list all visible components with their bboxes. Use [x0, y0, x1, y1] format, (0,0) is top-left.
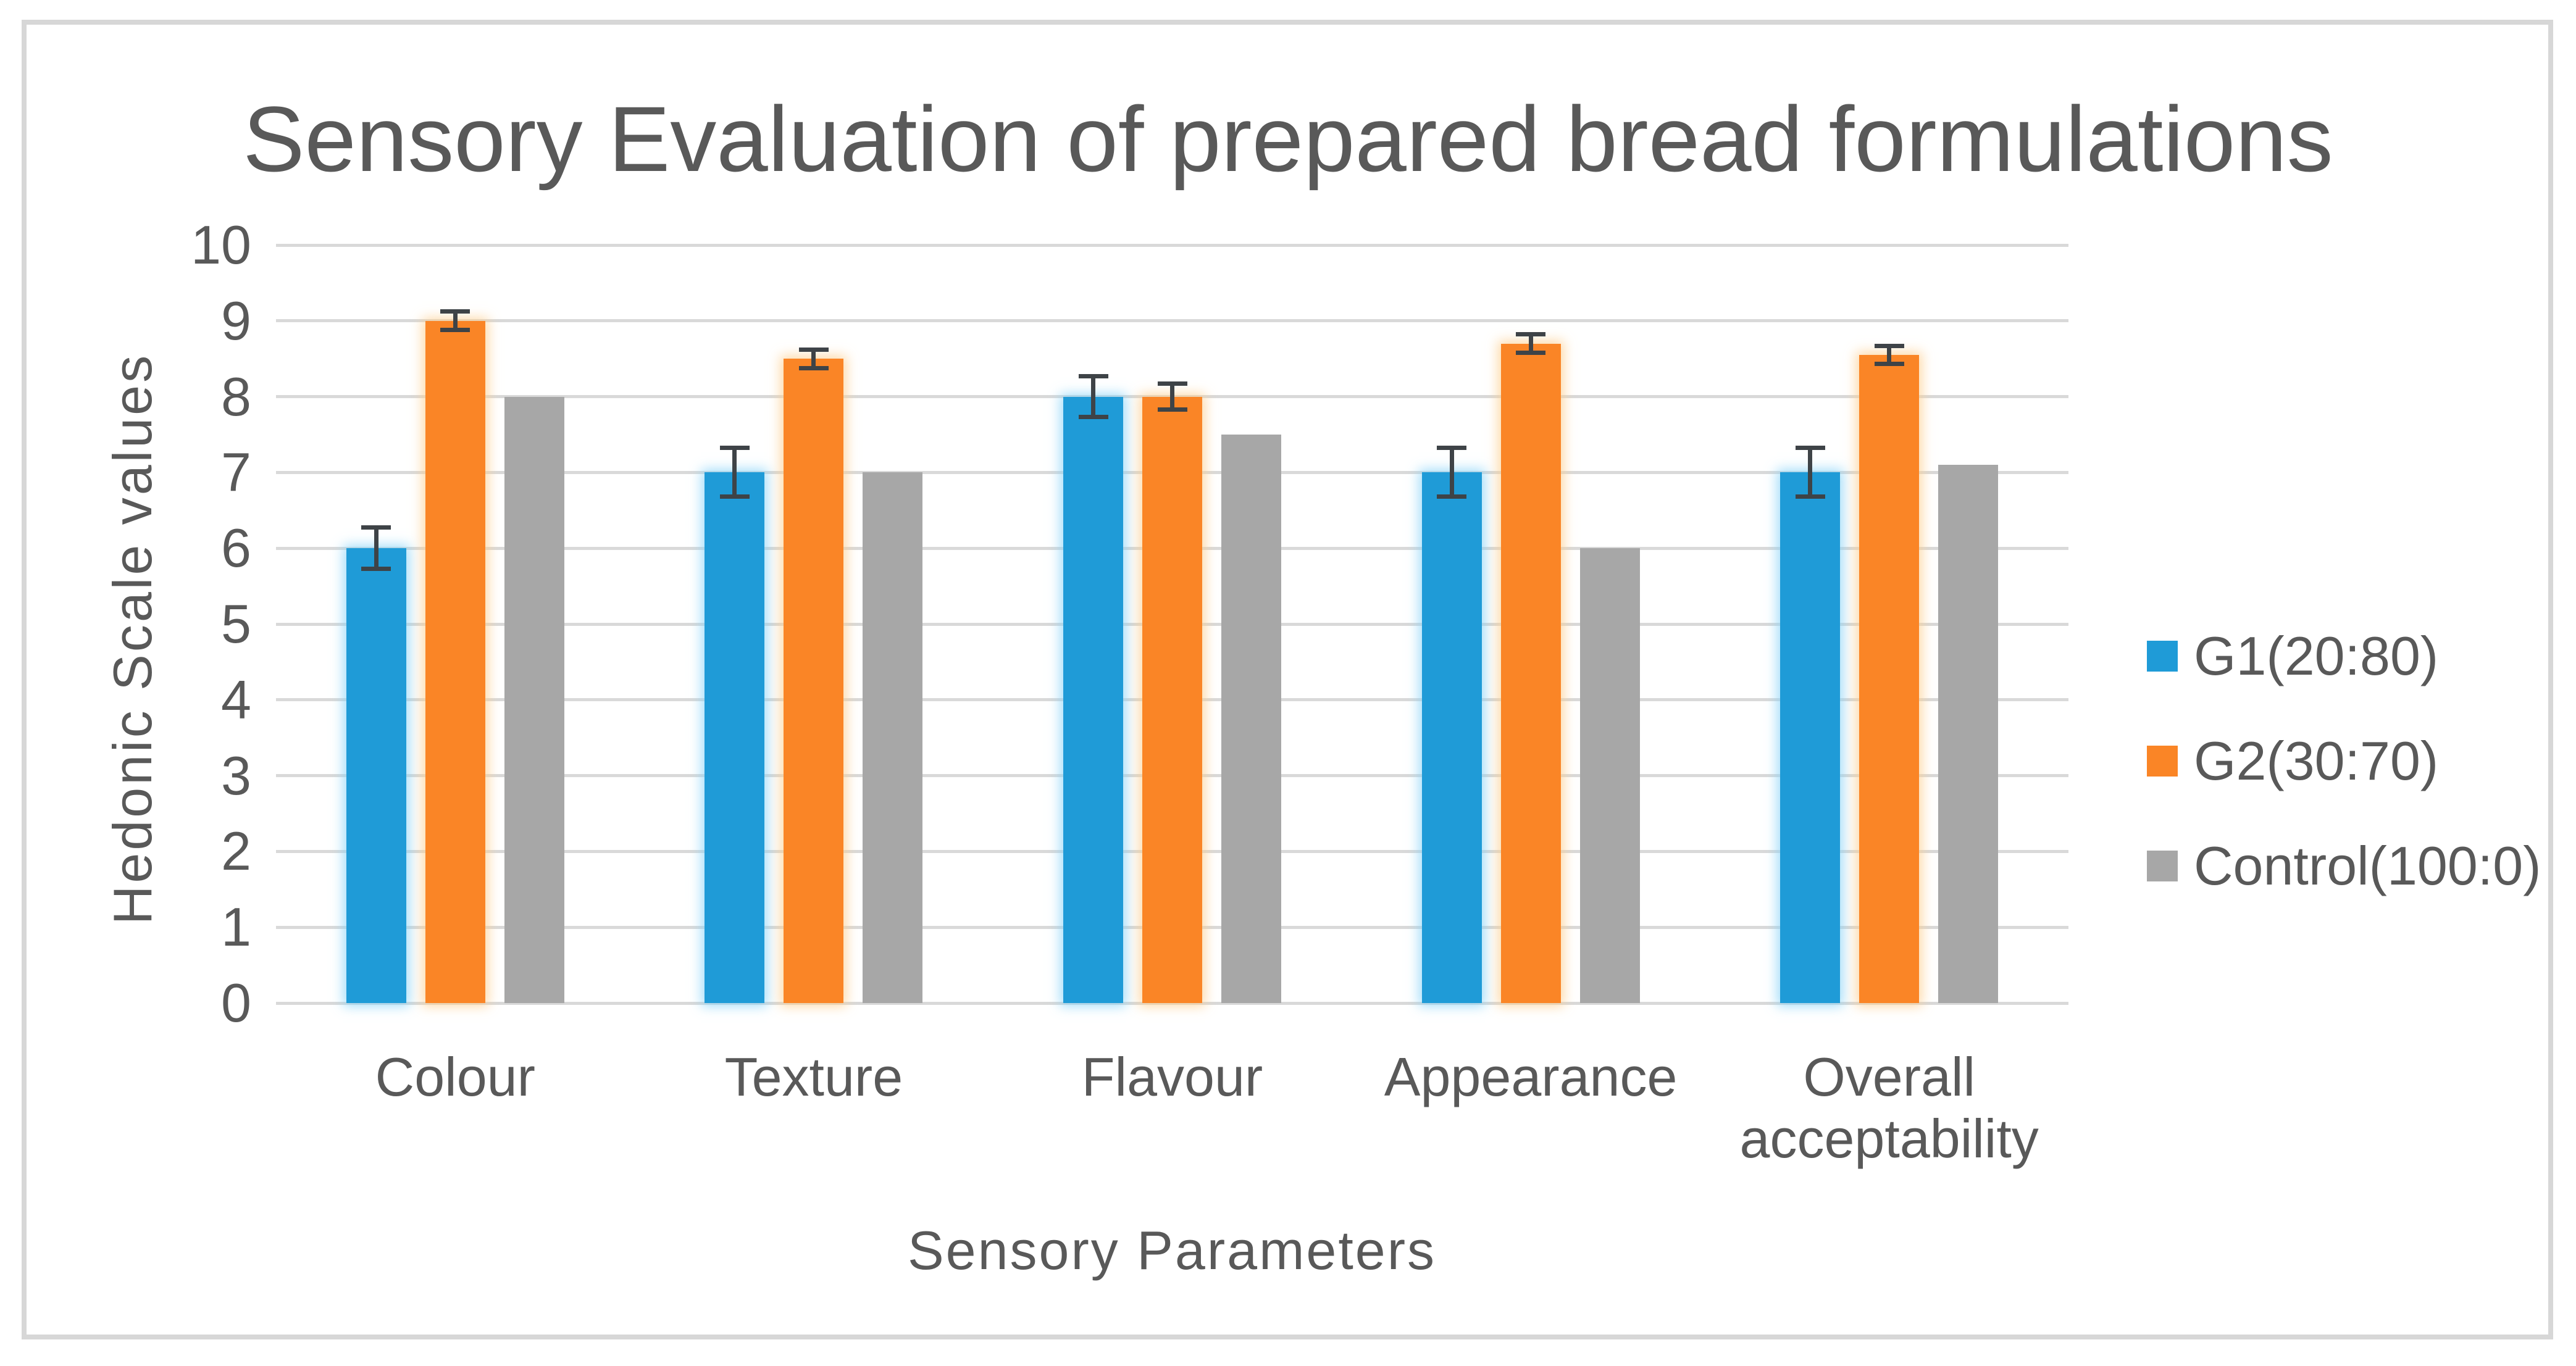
error-bar-line — [1808, 446, 1813, 499]
error-bar-line — [1528, 332, 1533, 356]
error-bar-cap-top — [1437, 446, 1467, 451]
legend-item-g1: G1(20:80) — [2147, 625, 2438, 687]
error-bar-g1-texture — [719, 446, 750, 499]
y-tick-label-3: 3 — [221, 744, 251, 806]
error-bar-cap-top — [719, 446, 750, 451]
bar-g2-appearance — [1500, 343, 1561, 1003]
legend-item-control: Control(100:0) — [2147, 835, 2541, 897]
gridline-y-10 — [276, 243, 2068, 247]
gridline-y-9 — [276, 319, 2068, 323]
error-bar-g1-appearance — [1437, 446, 1467, 499]
error-bar-cap-top — [798, 347, 829, 352]
legend-label: G2(30:70) — [2194, 730, 2439, 791]
bar-g2-texture — [784, 359, 844, 1003]
error-bar-g2-overall-acceptability — [1874, 343, 1904, 367]
bar-control-colour — [504, 396, 564, 1003]
x-category-label-flavour: Flavour — [1081, 1046, 1263, 1107]
error-bar-cap-top — [440, 309, 470, 314]
legend-swatch-icon — [2147, 641, 2178, 672]
bar-g2-overall-acceptability — [1859, 355, 1920, 1003]
error-bar-line — [1091, 373, 1095, 420]
error-bar-cap-top — [1157, 381, 1187, 386]
bar-g2-colour — [425, 320, 485, 1003]
bar-control-texture — [863, 472, 923, 1003]
error-bar-cap-top — [1078, 373, 1108, 378]
error-bar-cap-bottom — [1874, 362, 1904, 367]
bar-g1-appearance — [1421, 472, 1482, 1003]
bar-control-appearance — [1579, 548, 1640, 1003]
legend-label: G1(20:80) — [2194, 625, 2439, 686]
x-category-label-appearance: Appearance — [1384, 1046, 1678, 1107]
legend-swatch-icon — [2147, 851, 2178, 881]
error-bar-cap-bottom — [361, 567, 391, 572]
y-tick-label-8: 8 — [221, 365, 251, 427]
error-bar-g2-texture — [798, 347, 829, 370]
error-bar-line — [811, 347, 816, 370]
error-bar-cap-bottom — [1078, 415, 1108, 420]
error-bar-g2-flavour — [1157, 381, 1187, 412]
error-bar-cap-top — [361, 525, 391, 530]
error-bar-cap-bottom — [1795, 494, 1825, 499]
y-tick-label-4: 4 — [221, 668, 251, 730]
bar-g1-flavour — [1063, 396, 1123, 1003]
error-bar-cap-top — [1874, 343, 1904, 348]
error-bar-cap-bottom — [1157, 407, 1187, 412]
legend-swatch-icon — [2147, 746, 2178, 777]
error-bar-g1-colour — [361, 525, 391, 572]
plot-area: 0 1 2 3 4 5 6 7 8 9 10 Colour Texture Flavour Appearan… — [191, 218, 2068, 1169]
x-category-label-colour: Colour — [375, 1046, 535, 1107]
error-bar-cap-bottom — [798, 365, 829, 370]
error-bar-g2-appearance — [1516, 332, 1546, 356]
x-category-label-texture: Texture — [724, 1046, 903, 1107]
y-tick-label-5: 5 — [221, 593, 251, 654]
y-tick-label-9: 9 — [221, 289, 251, 351]
bar-g1-overall-acceptability — [1780, 472, 1841, 1003]
x-axis-title: Sensory Parameters — [907, 1220, 1437, 1281]
error-bar-g2-colour — [440, 309, 470, 333]
error-bar-cap-top — [1516, 332, 1546, 337]
y-tick-label-6: 6 — [221, 517, 251, 579]
y-tick-label-0: 0 — [221, 972, 251, 1033]
y-tick-label-7: 7 — [221, 441, 251, 503]
y-tick-label-2: 2 — [221, 820, 251, 882]
bar-control-overall-acceptability — [1938, 465, 1999, 1003]
bar-g2-flavour — [1142, 396, 1202, 1003]
legend-item-g2: G2(30:70) — [2147, 730, 2438, 792]
chart-title: Sensory Evaluation of prepared bread for… — [243, 87, 2333, 191]
error-bar-g1-flavour — [1078, 373, 1108, 420]
error-bar-line — [374, 525, 378, 572]
error-bar-line — [453, 309, 458, 333]
error-bar-cap-top — [1795, 446, 1825, 451]
x-category-label-overall-acceptability: Overall acceptability — [1739, 1046, 2039, 1169]
bar-g1-colour — [346, 548, 406, 1003]
bar-control-flavour — [1221, 435, 1281, 1003]
error-bar-g1-overall-acceptability — [1795, 446, 1825, 499]
gridline-y-0 — [276, 1001, 2068, 1005]
error-bar-line — [1887, 343, 1892, 367]
legend-label: Control(100:0) — [2194, 835, 2541, 896]
error-bar-line — [732, 446, 737, 499]
error-bar-cap-bottom — [1437, 494, 1467, 499]
error-bar-cap-bottom — [719, 494, 750, 499]
error-bar-line — [1449, 446, 1454, 499]
y-tick-label-1: 1 — [221, 896, 251, 958]
bar-g1-texture — [705, 472, 765, 1003]
y-tick-label-10: 10 — [191, 214, 251, 275]
error-bar-line — [1170, 381, 1174, 412]
error-bar-cap-bottom — [440, 328, 470, 333]
error-bar-cap-bottom — [1516, 351, 1546, 356]
